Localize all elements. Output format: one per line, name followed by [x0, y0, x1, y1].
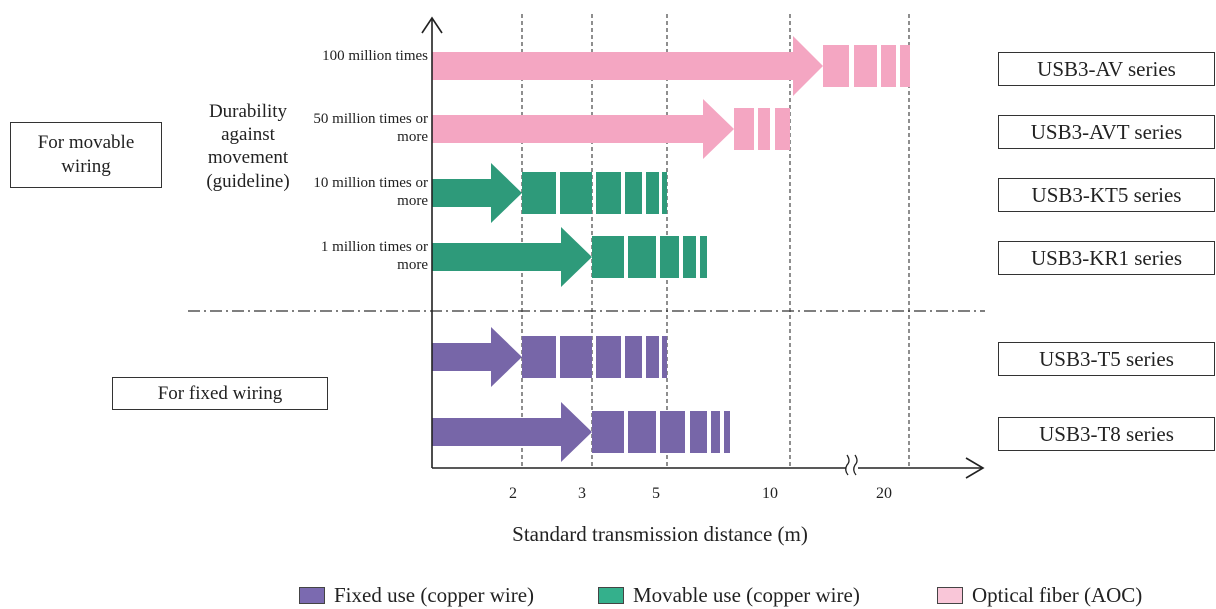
durability-label: 50 million times or more — [313, 111, 428, 145]
durability-label: 100 million times — [322, 48, 428, 64]
bar-segment — [724, 411, 730, 453]
bar-segment — [711, 411, 720, 453]
bar-row-3 — [432, 163, 667, 223]
durability-label: 10 million times or more — [313, 175, 428, 209]
bar-segment — [758, 108, 770, 150]
series-label-box: USB3-KR1 series — [998, 241, 1215, 275]
axes — [421, 16, 985, 479]
bar-segment — [592, 236, 624, 278]
bar-segment — [560, 172, 592, 214]
bars — [432, 36, 910, 462]
series-label-box: USB3-AVT series — [998, 115, 1215, 149]
bar-segment — [823, 45, 849, 87]
legend-swatch-movable — [598, 587, 624, 604]
bar-arrow — [432, 402, 592, 462]
bar-arrow — [432, 163, 522, 223]
bar-segment — [560, 336, 592, 378]
axis-break-mark — [845, 454, 858, 476]
x-tick-label: 5 — [652, 485, 660, 502]
bar-segment — [734, 108, 754, 150]
legend-label-fixed: Fixed use (copper wire) — [334, 583, 535, 607]
bar-row-4 — [432, 227, 707, 287]
series-label-box: USB3-KT5 series — [998, 178, 1215, 212]
bar-arrow — [432, 99, 734, 159]
bar-segment — [690, 411, 707, 453]
legend-label-optical: Optical fiber (AOC) — [972, 583, 1143, 607]
bar-segment — [662, 172, 667, 214]
legend-item-movable: Movable use (copper wire) — [598, 583, 860, 608]
bar-row-1 — [432, 36, 910, 96]
bar-segment — [596, 172, 621, 214]
y-axis-title: Durability against movement (guideline) — [206, 101, 290, 192]
bar-segment — [662, 336, 667, 378]
bar-segment — [775, 108, 790, 150]
bar-segment — [683, 236, 696, 278]
bar-segment — [625, 336, 642, 378]
bar-segment — [881, 45, 896, 87]
bar-row-5 — [432, 327, 667, 387]
bar-row-6 — [432, 402, 730, 462]
bar-segment — [592, 411, 624, 453]
series-label-box: USB3-T5 series — [998, 342, 1215, 376]
x-tick-label: 10 — [762, 485, 778, 502]
x-tick-label: 3 — [578, 485, 586, 502]
legend-swatch-fixed — [299, 587, 325, 604]
bar-segment — [646, 336, 659, 378]
bar-arrow — [432, 227, 592, 287]
y-axis-arrowhead — [421, 16, 443, 34]
bar-segment — [854, 45, 877, 87]
bar-segment — [522, 336, 556, 378]
bar-arrow — [432, 327, 522, 387]
bar-segment — [628, 411, 656, 453]
x-axis-title: Standard transmission distance (m) — [512, 522, 808, 546]
bar-segment — [625, 172, 642, 214]
legend-label-movable: Movable use (copper wire) — [633, 583, 860, 607]
series-label-box: USB3-AV series — [998, 52, 1215, 86]
bar-arrow — [432, 36, 823, 96]
group-label-movable: For movable wiring — [37, 132, 135, 177]
bar-segment — [628, 236, 656, 278]
bar-segment — [522, 172, 556, 214]
group-box-movable: For movable wiring — [10, 122, 162, 188]
x-tick-label: 20 — [876, 485, 892, 502]
x-tick-label: 2 — [509, 485, 517, 502]
group-label-fixed: For fixed wiring — [157, 382, 283, 404]
bar-segment — [660, 236, 679, 278]
group-box-fixed: For fixed wiring — [112, 377, 328, 410]
x-axis-arrowhead — [965, 457, 985, 479]
bar-segment — [596, 336, 621, 378]
series-label-box: USB3-T8 series — [998, 417, 1215, 451]
legend-swatch-optical — [937, 587, 963, 604]
bar-segment — [900, 45, 910, 87]
bar-row-2 — [432, 99, 790, 159]
legend-item-fixed: Fixed use (copper wire) — [299, 583, 534, 608]
legend-item-optical: Optical fiber (AOC) — [937, 583, 1142, 608]
bar-segment — [646, 172, 659, 214]
bar-segment — [700, 236, 707, 278]
durability-label: 1 million times or more — [320, 239, 428, 273]
bar-segment — [660, 411, 685, 453]
